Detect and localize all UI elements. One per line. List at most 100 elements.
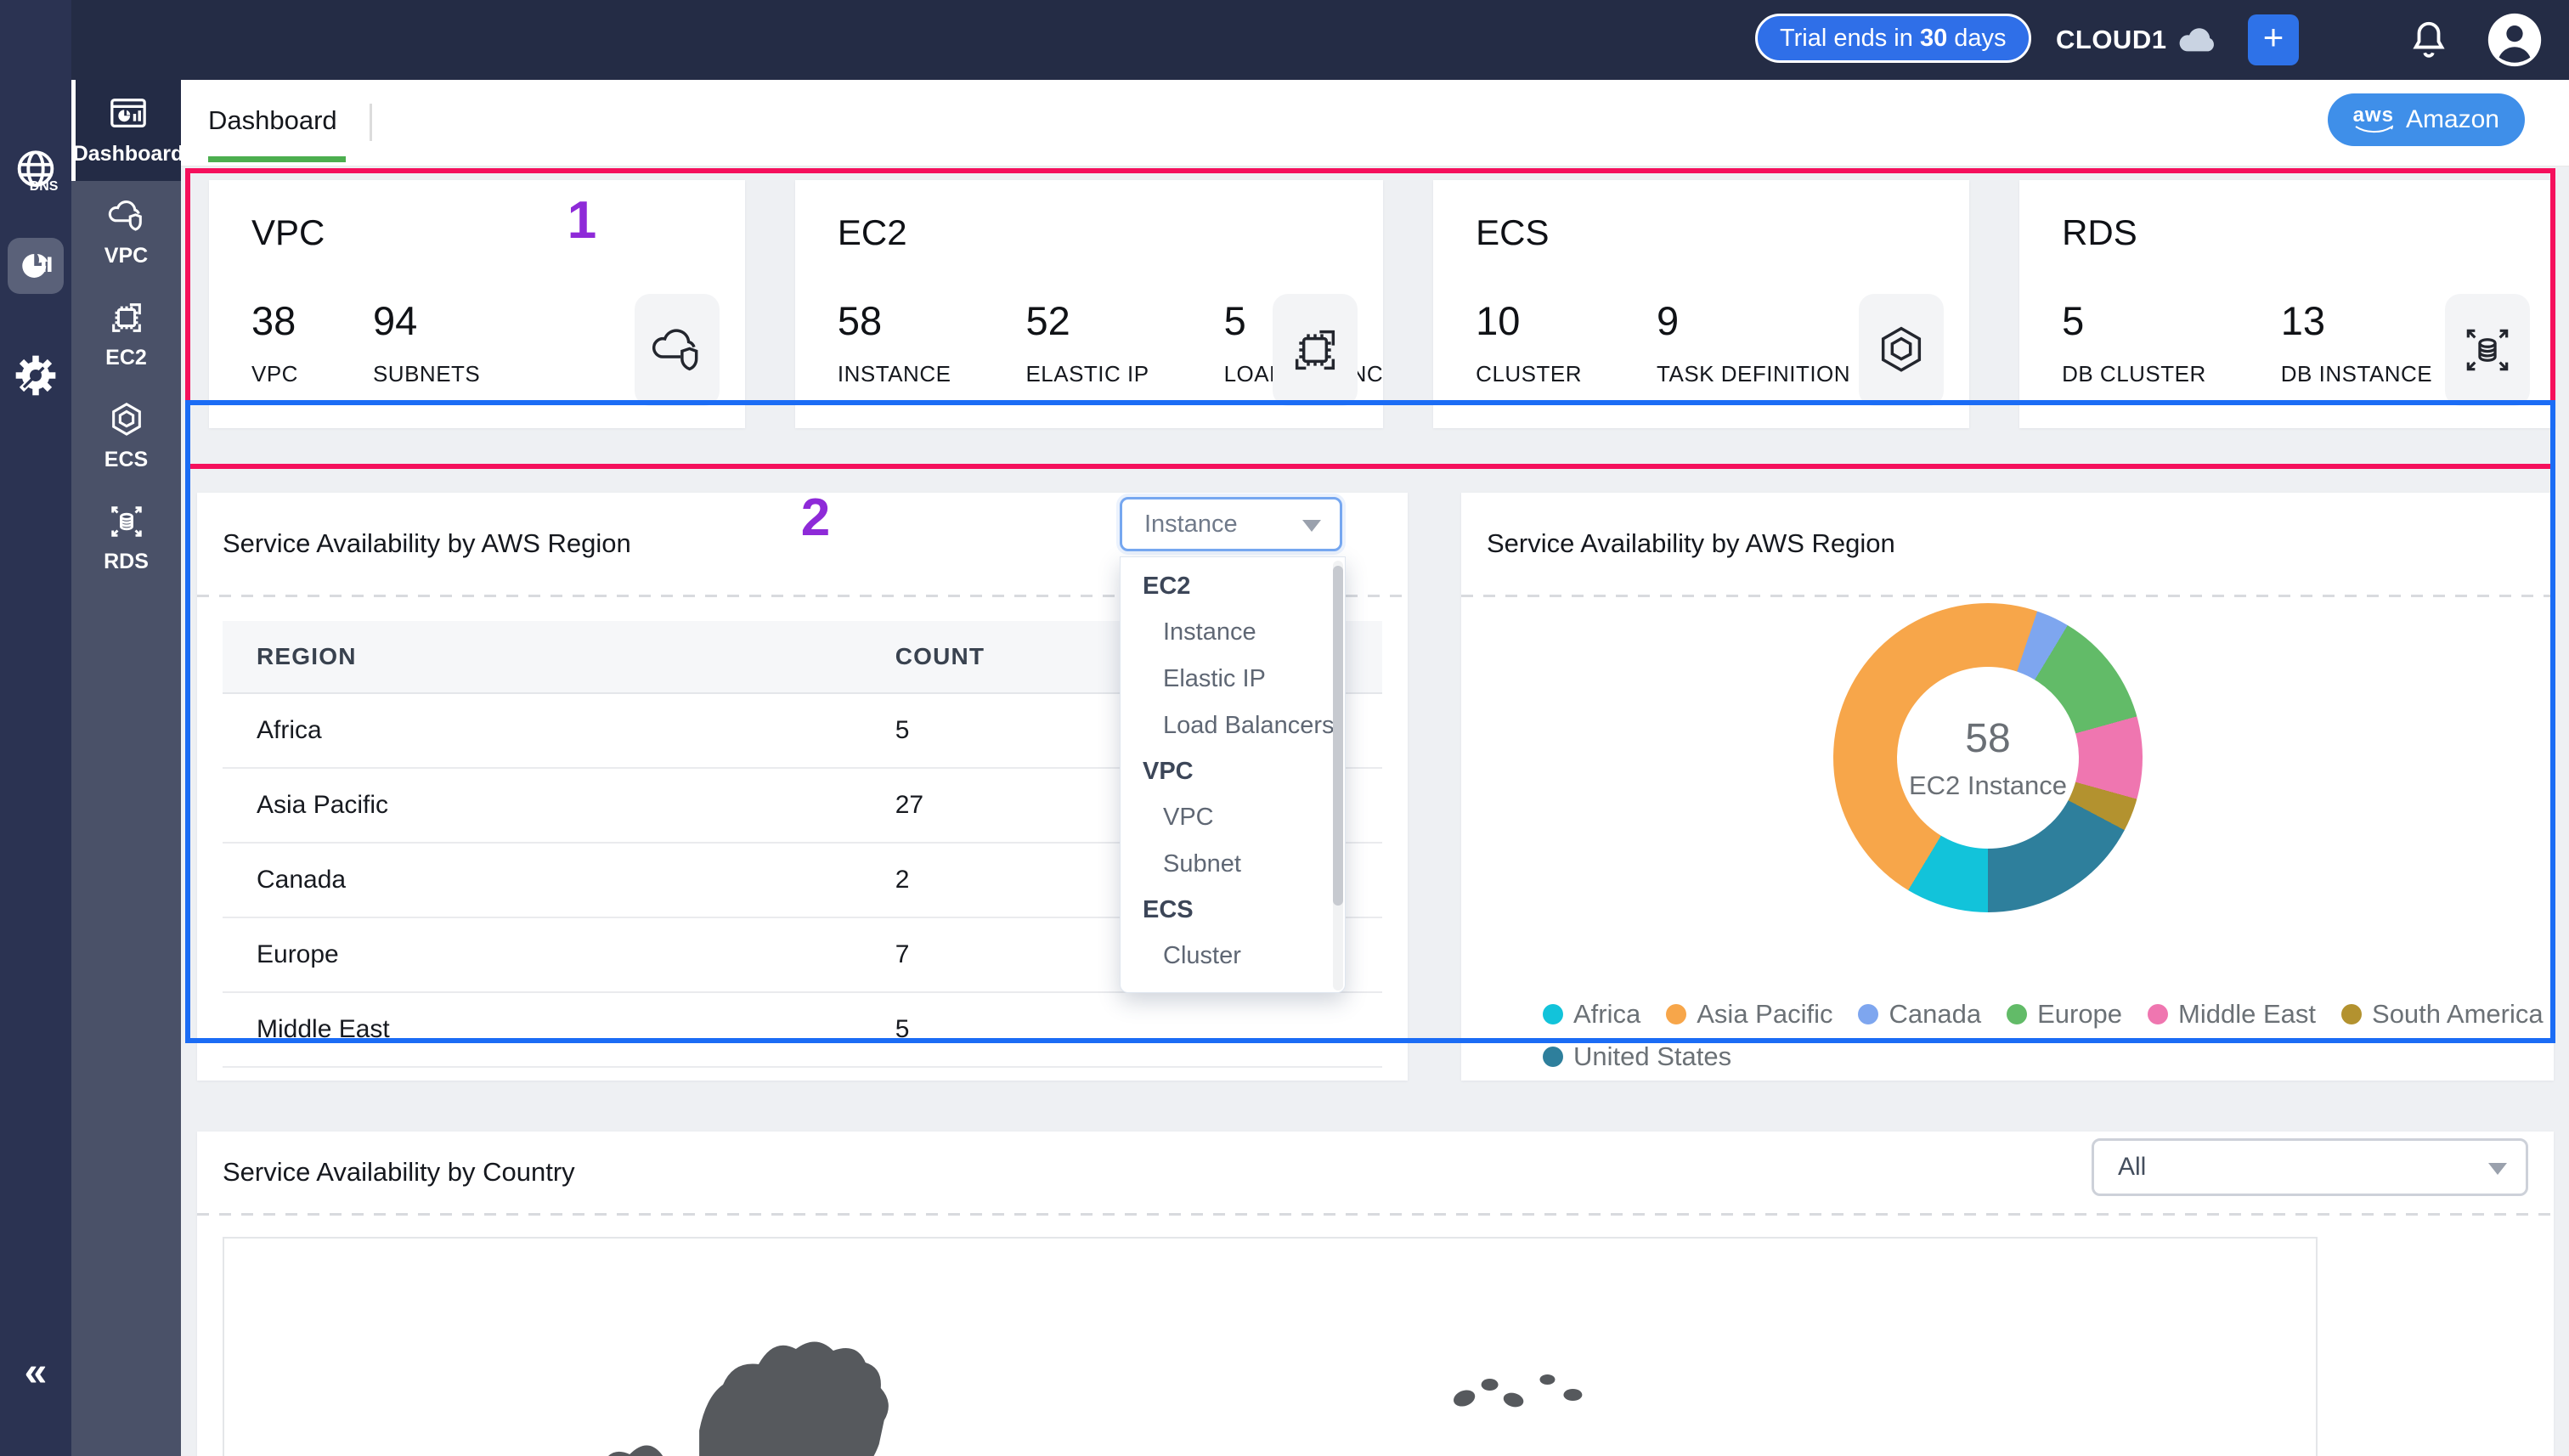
main-content: Dashboard aws Amazon VPC 38 — [181, 80, 2569, 1456]
resource-type-select[interactable]: Instance — [1120, 497, 1342, 551]
rds-card: RDS 5 DB CLUSTER 13 DB INSTANCE — [2019, 180, 2555, 428]
table-row: Canada 2 — [223, 844, 1382, 918]
trial-days: 30 — [1919, 24, 1948, 52]
chip-icon — [111, 302, 141, 332]
legend-dot — [1543, 1004, 1563, 1024]
sidebar-item-label: RDS — [104, 549, 149, 573]
menu-option-vpc[interactable]: VPC — [1163, 804, 1214, 831]
chevron-down-icon — [1302, 520, 1321, 532]
stat-elastic-ip: 52 ELASTIC IP — [1025, 298, 1149, 387]
chip-icon — [1273, 294, 1358, 406]
hexagon-icon — [1859, 294, 1945, 406]
legend-item-middle-east[interactable]: Middle East — [2148, 999, 2316, 1030]
ecs-card: ECS 10 CLUSTER 9 TASK DEFINITION — [1433, 180, 1970, 428]
menu-option-elastic-ip[interactable]: Elastic IP — [1163, 665, 1266, 692]
vpc-card: VPC 38 VPC 94 SUBNETS — [209, 180, 745, 428]
country-filter-select[interactable]: All — [2092, 1138, 2528, 1196]
stat-task-definition: 9 TASK DEFINITION — [1657, 298, 1851, 387]
world-map — [223, 1237, 2318, 1456]
provider-label: Amazon — [2405, 105, 2499, 133]
donut-center-value: 58 — [1965, 715, 2011, 761]
stat-instance: 58 INSTANCE — [837, 298, 951, 387]
donut-center: 58 EC2 Instance — [1897, 667, 2079, 849]
table-row: South America 2 — [223, 1068, 1382, 1081]
column-header-region: REGION — [257, 643, 357, 669]
legend-item-canada[interactable]: Canada — [1858, 999, 1981, 1030]
menu-option-load-balancers[interactable]: Load Balancers — [1163, 712, 1335, 739]
sidebar-item-rds[interactable]: RDS — [71, 487, 181, 589]
stat-cluster: 10 CLUSTER — [1476, 298, 1583, 387]
dns-icon[interactable]: DNS — [11, 146, 60, 195]
cloud-icon — [2180, 28, 2215, 52]
sidebar-item-vpc[interactable]: VPC — [71, 181, 181, 283]
country-card: Service Availability by Country All — [197, 1132, 2554, 1456]
legend-item-united-states[interactable]: United States — [1543, 1041, 1731, 1072]
sidebar-item-label: EC2 — [105, 345, 147, 370]
legend-dot — [2007, 1004, 2028, 1024]
legend-dot — [1858, 1004, 1879, 1024]
collapse-sidebar-button[interactable]: « — [24, 1350, 48, 1395]
legend-item-asia-pacific[interactable]: Asia Pacific — [1666, 999, 1832, 1030]
tab-divider — [370, 104, 372, 141]
card-title: ECS — [1476, 212, 1550, 252]
sidebar-item-ecs[interactable]: ECS — [71, 385, 181, 487]
legend-dot — [2148, 1004, 2169, 1024]
menu-group-ecs: ECS — [1143, 896, 1194, 923]
trial-text: Trial ends in — [1780, 24, 1920, 52]
card-title: EC2 — [837, 212, 907, 252]
region-chart-title: Service Availability by AWS Region — [1487, 528, 1895, 558]
divider — [197, 1213, 2554, 1216]
chevron-down-icon — [2488, 1163, 2507, 1175]
sidebar-item-label: ECS — [104, 447, 149, 471]
menu-group-vpc: VPC — [1143, 758, 1194, 785]
stat-vpc: 38 VPC — [251, 298, 298, 387]
country-title: Service Availability by Country — [223, 1157, 575, 1187]
legend-dot — [1666, 1004, 1687, 1024]
card-title: VPC — [251, 212, 325, 252]
menu-option-cluster[interactable]: Cluster — [1163, 942, 1241, 969]
card-title: RDS — [2062, 212, 2137, 252]
divider — [197, 595, 1408, 597]
menu-option-subnet[interactable]: Subnet — [1163, 850, 1241, 878]
sidebar-item-ec2[interactable]: EC2 — [71, 283, 181, 385]
aws-logo: aws — [2353, 105, 2394, 134]
legend-dot — [1543, 1047, 1563, 1067]
table-row: Africa 5 — [223, 694, 1382, 769]
sidebar-item-label: VPC — [104, 243, 149, 268]
legend-item-south-america[interactable]: South America — [2341, 999, 2544, 1030]
donut-chart[interactable]: 58 EC2 Instance — [1833, 603, 2143, 912]
provider-amazon-button[interactable]: aws Amazon — [2327, 93, 2525, 146]
legend-item-africa[interactable]: Africa — [1543, 999, 1640, 1030]
stat-db-cluster: 5 DB CLUSTER — [2062, 298, 2206, 387]
stat-subnets: 94 SUBNETS — [372, 298, 481, 387]
ec2-card: EC2 58 INSTANCE 52 ELASTIC IP 5 LOAD BAL… — [794, 180, 1384, 428]
chart-legend: Africa Asia Pacific Canada Europe Middle… — [1543, 999, 2545, 1072]
scrollbar-track[interactable] — [1333, 561, 1343, 990]
tab-dashboard[interactable]: Dashboard — [208, 105, 337, 135]
active-tab-underline — [208, 156, 346, 162]
dashboard-rail-icon[interactable] — [8, 238, 64, 294]
stat-db-instance: 13 DB INSTANCE — [2280, 298, 2433, 387]
org-selector[interactable]: CLOUD1 — [2056, 0, 2217, 80]
dashboard-icon — [110, 99, 146, 128]
table-row: Europe 7 — [223, 918, 1382, 993]
menu-option-instance[interactable]: Instance — [1163, 618, 1256, 646]
donut-center-label: EC2 Instance — [1908, 770, 2068, 800]
cloud-shield-icon — [108, 200, 142, 231]
table-row: Asia Pacific 27 — [223, 769, 1382, 844]
cloud-shield-icon — [634, 294, 720, 406]
settings-gear-icon[interactable] — [12, 352, 59, 399]
trial-banner-button[interactable]: Trial ends in 30 days — [1755, 14, 2031, 63]
scrollbar-thumb[interactable] — [1333, 566, 1343, 906]
sidebar-item-dashboard[interactable]: Dashboard — [71, 80, 184, 181]
table-row: Middle East 5 — [223, 993, 1382, 1068]
legend-item-europe[interactable]: Europe — [2007, 999, 2122, 1030]
notifications-bell-icon[interactable] — [2409, 19, 2448, 61]
user-avatar[interactable] — [2486, 11, 2544, 69]
add-cloud-button[interactable]: + — [2248, 14, 2299, 65]
topbar: Trial ends in 30 days CLOUD1 + — [0, 0, 2569, 80]
menu-option-task-definition[interactable]: Task Definition — [1121, 979, 1345, 992]
database-scale-icon — [2444, 294, 2530, 406]
column-header-count: COUNT — [895, 643, 985, 669]
